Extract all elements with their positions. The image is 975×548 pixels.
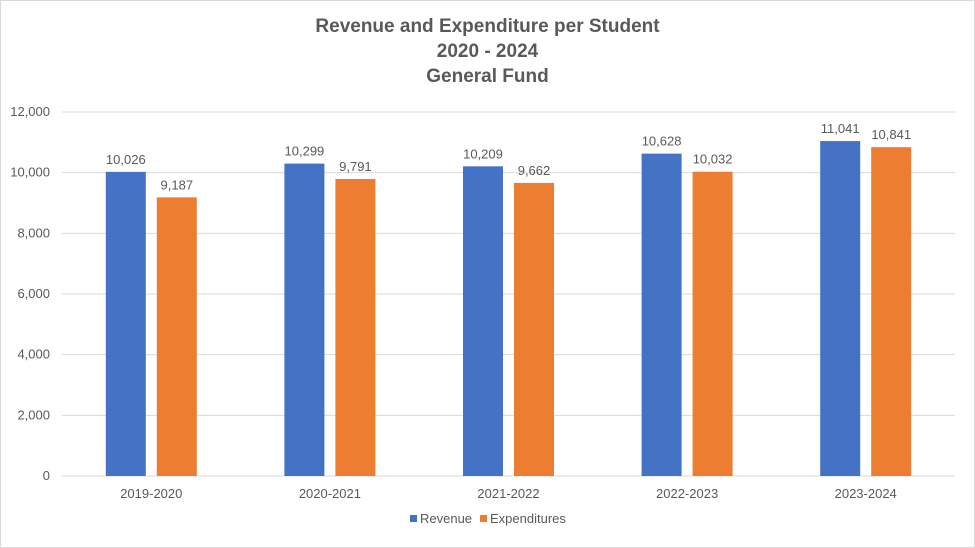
data-label: 10,299 xyxy=(285,144,325,159)
y-tick-label: 4,000 xyxy=(17,347,50,362)
data-label: 11,041 xyxy=(821,121,860,136)
bar-revenue xyxy=(463,166,503,476)
y-tick-label: 2,000 xyxy=(17,407,50,422)
chart-title-line-1: Revenue and Expenditure per Student xyxy=(315,16,660,37)
data-label: 10,209 xyxy=(463,146,503,161)
y-tick-label: 8,000 xyxy=(17,225,50,240)
chart-title: Revenue and Expenditure per Student 2020… xyxy=(0,14,975,89)
x-tick-label: 2019-2020 xyxy=(120,486,182,501)
bar-revenue xyxy=(641,153,682,476)
bar-revenue xyxy=(105,171,146,477)
data-label: 9,187 xyxy=(161,177,194,192)
bar-expenditures xyxy=(514,182,554,477)
data-label: 9,662 xyxy=(518,163,551,178)
legend-swatch-revenue xyxy=(410,515,417,522)
bar-revenue xyxy=(820,141,861,476)
data-label: 10,032 xyxy=(693,152,733,167)
bar-expenditures xyxy=(871,147,912,477)
bar-expenditures xyxy=(335,179,376,476)
data-label: 10,026 xyxy=(106,152,146,167)
x-tick-label: 2023-2024 xyxy=(835,486,897,501)
data-label: 10,628 xyxy=(642,134,682,149)
bar-expenditures xyxy=(692,171,733,477)
y-tick-label: 12,000 xyxy=(10,104,50,119)
y-tick-label: 10,000 xyxy=(10,165,50,180)
chart-title-line-2: 2020 - 2024 xyxy=(436,41,539,62)
x-tick-label: 2020-2021 xyxy=(299,486,361,501)
bar-expenditures xyxy=(156,197,197,476)
y-tick-label: 0 xyxy=(43,468,50,483)
data-label: 10,841 xyxy=(871,127,911,142)
data-label: 9,791 xyxy=(339,159,372,174)
chart-title-line-3: General Fund xyxy=(426,66,549,87)
legend-label: Expenditures xyxy=(490,511,566,526)
x-tick-label: 2022-2023 xyxy=(656,486,718,501)
x-tick-label: 2021-2022 xyxy=(477,486,539,501)
legend-label: Revenue xyxy=(420,511,472,526)
bar-revenue xyxy=(284,163,325,477)
y-tick-label: 6,000 xyxy=(17,286,50,301)
legend-swatch-expenditures xyxy=(480,515,487,522)
